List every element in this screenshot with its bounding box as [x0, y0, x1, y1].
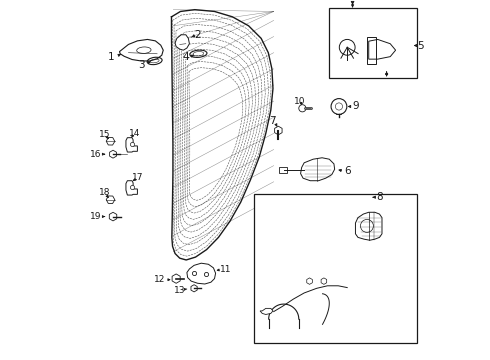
Text: 3: 3	[138, 59, 145, 69]
Text: 15: 15	[98, 130, 110, 139]
Text: 16: 16	[90, 150, 101, 159]
Text: 14: 14	[129, 129, 140, 138]
Text: 2: 2	[195, 30, 201, 40]
Bar	[367, 37, 376, 64]
Polygon shape	[260, 309, 273, 315]
Text: 4: 4	[183, 52, 190, 62]
Text: 10: 10	[294, 96, 305, 105]
Polygon shape	[126, 181, 137, 195]
Bar	[279, 167, 287, 173]
Text: 11: 11	[220, 265, 231, 274]
Polygon shape	[300, 158, 335, 181]
Polygon shape	[368, 40, 395, 59]
Text: 7: 7	[270, 116, 276, 126]
Polygon shape	[187, 263, 216, 284]
Text: 5: 5	[417, 41, 424, 50]
Text: 19: 19	[90, 212, 101, 221]
Text: 9: 9	[352, 102, 359, 112]
Polygon shape	[175, 35, 190, 50]
Text: 12: 12	[154, 275, 165, 284]
Text: 1: 1	[108, 52, 115, 62]
Text: 13: 13	[174, 286, 186, 295]
Polygon shape	[126, 138, 137, 152]
Bar	[254, 194, 417, 343]
Polygon shape	[120, 40, 163, 61]
Text: 18: 18	[98, 188, 110, 197]
Text: 8: 8	[376, 192, 383, 202]
Polygon shape	[355, 212, 382, 240]
Bar	[329, 8, 417, 78]
Text: 17: 17	[132, 173, 143, 182]
Text: 6: 6	[344, 166, 350, 176]
